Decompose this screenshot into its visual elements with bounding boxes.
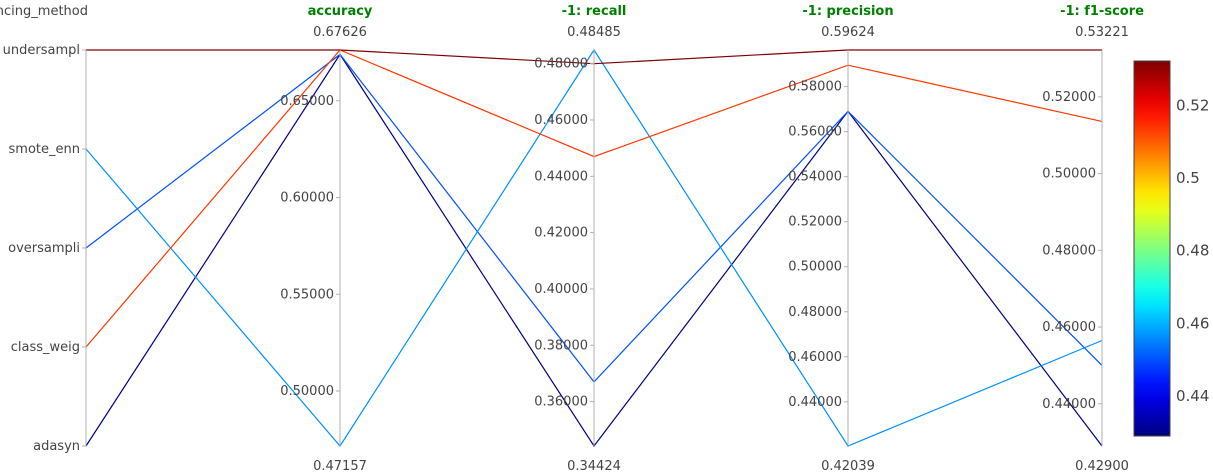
tick-label: 0.46000 (1042, 320, 1096, 335)
tick-label: 0.52000 (788, 215, 842, 230)
tick-label: 0.55000 (280, 287, 334, 302)
axis-max-label: 0.67626 (313, 25, 367, 40)
axis-title: balancing_method (0, 4, 88, 19)
tick-label: 0.46000 (788, 350, 842, 365)
colorbar-tick-label: 0.48 (1176, 242, 1209, 260)
axis-max-label: 0.53221 (1075, 25, 1129, 40)
tick-label: 0.50000 (788, 260, 842, 275)
colorbar-tick-label: 0.52 (1176, 96, 1209, 114)
tick-label: 0.52000 (1042, 90, 1096, 105)
tick-label: 0.48000 (788, 305, 842, 320)
tick-label: 0.46000 (534, 113, 588, 128)
category-label: class_weig (11, 340, 80, 355)
tick-label: 0.65000 (280, 94, 334, 109)
tick-label: 0.44000 (788, 395, 842, 410)
axis-min-label: 0.42900 (1075, 459, 1129, 474)
tick-label: 0.38000 (534, 338, 588, 353)
tick-label: 0.48000 (534, 57, 588, 72)
tick-label: 0.48000 (1042, 243, 1096, 258)
colorbar-gradient (1133, 60, 1171, 437)
tick-label: 0.50000 (1042, 167, 1096, 182)
tick-label: 0.58000 (788, 80, 842, 95)
colorbar-tick-label: 0.5 (1176, 169, 1200, 187)
tick-label: 0.44000 (534, 169, 588, 184)
category-label: undersampl (3, 43, 80, 58)
tick-label: 0.50000 (280, 384, 334, 399)
colorbar-tick-label: 0.44 (1176, 387, 1209, 405)
colorbar: 0.44 0.46 0.48 0.5 0.52 (1133, 60, 1209, 437)
axis-title: -1: precision (802, 4, 893, 19)
tick-label: 0.60000 (280, 191, 334, 206)
tick-label: 0.56000 (788, 125, 842, 140)
axis-title: -1: f1-score (1060, 4, 1144, 19)
category-label: smote_enn (9, 142, 80, 157)
category-label: oversampli (8, 241, 80, 256)
tick-label: 0.36000 (534, 395, 588, 410)
axes: balancing_method undersampl smote_ennovers… (0, 4, 1144, 474)
axis-title: accuracy (308, 4, 373, 19)
axis-title: -1: recall (562, 4, 627, 19)
axis-min-label: 0.42039 (821, 459, 875, 474)
axis-min-label: 0.34424 (567, 459, 621, 474)
category-label: adasyn (33, 439, 80, 454)
axis-max-label: 0.48485 (567, 25, 621, 40)
tick-label: 0.44000 (1042, 397, 1096, 412)
tick-label: 0.42000 (534, 226, 588, 241)
axis-min-label: 0.47157 (313, 459, 367, 474)
colorbar-tick-label: 0.46 (1176, 314, 1209, 332)
tick-label: 0.40000 (534, 282, 588, 297)
tick-label: 0.54000 (788, 170, 842, 185)
axis-max-label: 0.59624 (821, 25, 875, 40)
